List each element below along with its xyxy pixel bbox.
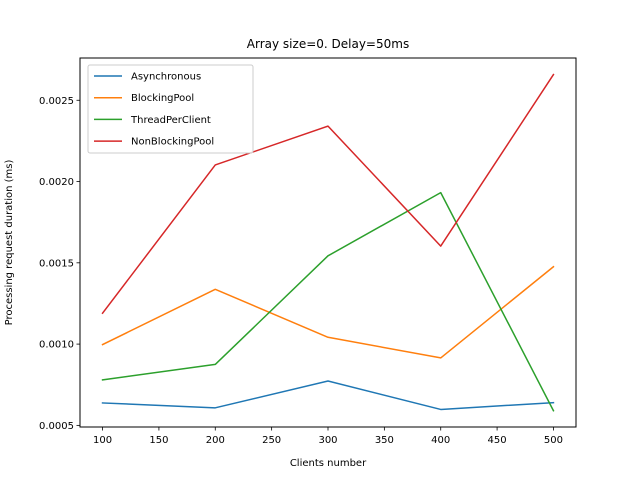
x-tick-label: 250 — [262, 435, 281, 446]
legend-label-asynchronous: Asynchronous — [131, 72, 201, 83]
y-tick-label: 0.0005 — [39, 421, 74, 432]
x-tick-label: 100 — [93, 435, 112, 446]
x-tick-label: 450 — [488, 435, 507, 446]
y-tick-label: 0.0020 — [39, 177, 74, 188]
y-tick-label: 0.0010 — [39, 340, 74, 351]
x-tick-label: 200 — [206, 435, 225, 446]
series-line-nonblockingpool — [101, 73, 555, 315]
series-line-asynchronous — [101, 380, 555, 411]
y-axis: 0.0005 0.0010 0.0015 0.0020 0.0025 — [39, 96, 80, 432]
series-line-blockingpool — [101, 265, 555, 359]
x-tick-label: 300 — [318, 435, 337, 446]
legend: Asynchronous BlockingPool ThreadPerClient N… — [87, 64, 254, 154]
x-axis-label: Clients number — [290, 458, 367, 469]
legend-label-nonblockingpool: NonBlockingPool — [131, 137, 214, 148]
y-axis-label: Processing request duration (ms) — [4, 160, 15, 326]
series-layer — [101, 73, 555, 412]
x-tick-label: 500 — [544, 435, 563, 446]
chart-title: Array size=0. Delay=50ms — [247, 37, 409, 51]
x-tick-label: 400 — [431, 435, 450, 446]
x-tick-label: 350 — [375, 435, 394, 446]
legend-box — [87, 64, 254, 154]
series-line-threadperclient — [101, 191, 555, 412]
y-tick-label: 0.0015 — [39, 258, 74, 269]
y-tick-label: 0.0025 — [39, 96, 74, 107]
x-tick-label: 150 — [149, 435, 168, 446]
legend-label-threadperclient: ThreadPerClient — [130, 115, 211, 126]
x-axis: 100 150 200 250 300 350 400 450 500 — [93, 427, 563, 446]
legend-label-blockingpool: BlockingPool — [131, 93, 194, 104]
